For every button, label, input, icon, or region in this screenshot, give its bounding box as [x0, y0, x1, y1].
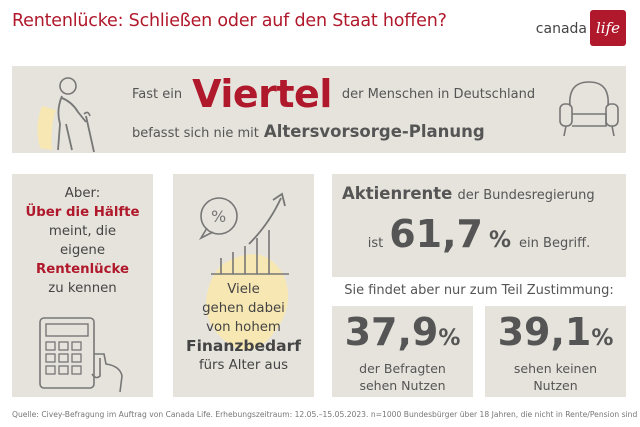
- aktienrente-rest: der Bundesregierung: [457, 188, 595, 203]
- top-pre-text: Fast ein: [132, 86, 183, 102]
- rentenluecke-box: Aber: Über die Hälfte meint, die eigene …: [12, 174, 153, 397]
- kein-nutzen-percent: %: [591, 326, 614, 351]
- svg-text:%: %: [211, 207, 226, 226]
- kein-nutzen-stat-box: 39,1% sehen keinen Nutzen: [485, 306, 626, 397]
- logo-life-box: life: [590, 10, 626, 46]
- finanzbedarf-box: % Viele gehen dabei von hohem Finanzbeda…: [173, 174, 314, 397]
- aktienrente-post: ein Begriff.: [519, 236, 591, 251]
- aktienrente-value: 61,7: [389, 212, 483, 256]
- mid-line-3: von hohem: [206, 320, 281, 335]
- left-line-1: Aber:: [64, 186, 101, 201]
- top-big-word: Viertel: [192, 72, 332, 116]
- canada-life-logo: canada life: [536, 10, 626, 46]
- mid-line-4: Finanzbedarf: [185, 337, 301, 355]
- mid-line-1: Viele: [227, 282, 260, 297]
- aktienrente-box: Aktienrente der Bundesregierung ist 61,7…: [332, 174, 626, 277]
- left-line-3: meint, die: [48, 224, 117, 239]
- elderly-person-icon: [37, 77, 95, 153]
- left-line-6: zu kennen: [48, 281, 117, 296]
- top-line2-bold: Altersvorsorge-Planung: [263, 122, 485, 141]
- finance-growth-icon: %: [198, 192, 289, 275]
- page-title: Rentenlücke: Schließen oder auf den Staa…: [12, 11, 447, 31]
- aktienrente-pre: ist: [367, 236, 384, 251]
- mid-line-5: fürs Alter aus: [198, 358, 289, 373]
- yellow-blob: [205, 254, 289, 351]
- kein-nutzen-label-2: Nutzen: [533, 378, 578, 393]
- top-post-text: der Menschen in Deutschland: [341, 86, 536, 102]
- nutzen-label-2: sehen Nutzen: [359, 378, 446, 393]
- logo-life-text: life: [595, 19, 621, 37]
- armchair-icon: [559, 81, 619, 137]
- left-line-4: eigene: [59, 243, 106, 258]
- zustimmung-subtitle: Sie findet aber nur zum Teil Zustimmung:: [344, 283, 614, 298]
- calculator-hand-icon: [39, 317, 123, 393]
- nutzen-stat-box: 37,9% der Befragten sehen Nutzen: [332, 306, 473, 397]
- mid-line-2: gehen dabei: [202, 301, 285, 316]
- aktienrente-percent: %: [489, 228, 512, 253]
- top-line2-pre: befasst sich nie mit: [132, 126, 259, 141]
- logo-canada-text: canada: [535, 21, 587, 37]
- top-panel: Fast ein Viertel der Menschen in Deutsch…: [12, 66, 626, 153]
- left-line-2: Über die Hälfte: [25, 205, 140, 220]
- kein-nutzen-label-1: sehen keinen: [513, 361, 598, 376]
- nutzen-label-1: der Befragten: [359, 361, 446, 376]
- nutzen-value: 37,9: [344, 310, 439, 354]
- source-note: Quelle: Civey-Befragung im Auftrag von C…: [12, 410, 638, 419]
- left-line-5: Rentenlücke: [36, 262, 129, 277]
- aktienrente-label: Aktienrente: [342, 184, 453, 203]
- kein-nutzen-value: 39,1: [497, 310, 592, 354]
- nutzen-percent: %: [438, 326, 461, 351]
